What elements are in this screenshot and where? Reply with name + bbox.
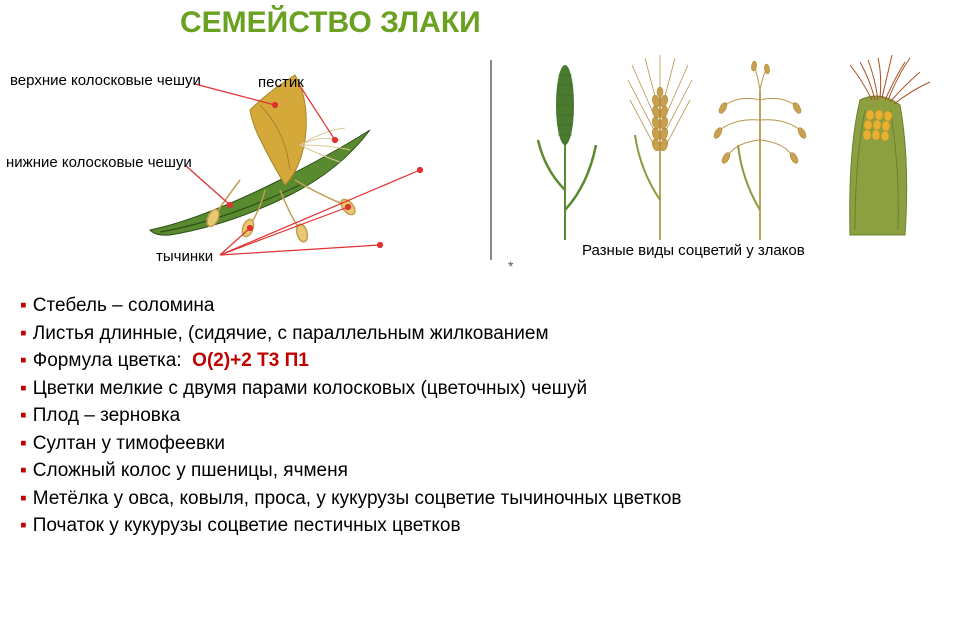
plants-caption: Разные виды соцветий у злаков	[582, 242, 805, 259]
bullet-text: Плод – зерновка	[33, 405, 180, 426]
bullet-item: Формула цветка: О(2)+2 Т3 П1	[20, 347, 682, 375]
label-lower-scales: нижние колосковые чешуи	[6, 154, 192, 171]
formula-value: О(2)+2 Т3 П1	[192, 350, 309, 371]
bullet-text: Стебель – соломина	[33, 295, 215, 316]
label-upper-scales: верхние колосковые чешуи	[10, 72, 201, 89]
bullet-item: Метёлка у овса, ковыля, проса, у кукуруз…	[20, 485, 682, 513]
plant-oat	[712, 61, 807, 240]
bullet-text: Формула цветка:	[33, 350, 182, 371]
bullet-text: Цветки мелкие с двумя парами колосковых …	[33, 378, 587, 399]
bullet-text: Метёлка у овса, ковыля, проса, у кукуруз…	[33, 488, 682, 509]
plant-corn	[850, 55, 930, 235]
page-title: СЕМЕЙСТВО ЗЛАКИ	[180, 6, 481, 40]
bullet-text: Початок у кукурузы соцветие пестичных цв…	[33, 515, 461, 536]
bullet-item: Початок у кукурузы соцветие пестичных цв…	[20, 512, 682, 540]
bullet-item: Стебель – соломина	[20, 292, 682, 320]
plant-wheat	[628, 55, 692, 240]
vertical-divider	[490, 60, 492, 260]
bullet-item: Цветки мелкие с двумя парами колосковых …	[20, 375, 682, 403]
bullet-list: Стебель – соломина Листья длинные, (сидя…	[20, 292, 682, 540]
bullet-item: Плод – зерновка	[20, 402, 682, 430]
plant-timothy	[538, 65, 596, 240]
bullet-text: Султан у тимофеевки	[33, 433, 225, 454]
diagram-area: верхние колосковые чешуи пестик нижние к…	[0, 50, 960, 280]
plants-area: Разные виды соцветий у злаков	[510, 50, 950, 280]
bullet-text: Сложный колос у пшеницы, ячменя	[33, 460, 348, 481]
label-stamens: тычинки	[156, 248, 213, 265]
bullet-item: Листья длинные, (сидячие, с параллельным…	[20, 320, 682, 348]
flower-diagram: верхние колосковые чешуи пестик нижние к…	[0, 50, 480, 280]
bullet-item: Султан у тимофеевки	[20, 430, 682, 458]
bullet-item: Сложный колос у пшеницы, ячменя	[20, 457, 682, 485]
label-pistil: пестик	[258, 74, 304, 91]
bullet-text: Листья длинные, (сидячие, с параллельным…	[33, 323, 549, 344]
star-mark: *	[508, 258, 513, 274]
